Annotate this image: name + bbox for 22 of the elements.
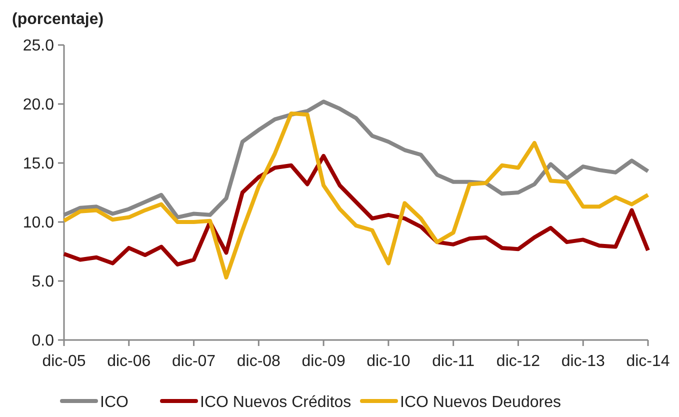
y-tick-label: 20.0 [22, 96, 54, 114]
x-tick-label: dic-10 [366, 353, 410, 370]
line-series [62, 154, 650, 266]
x-tick-label: dic-07 [172, 353, 216, 370]
x-tick-label: dic-13 [561, 353, 605, 370]
x-tick-label: dic-14 [626, 353, 670, 370]
y-tick-label: 15.0 [22, 156, 54, 173]
x-tick-label: dic-12 [496, 353, 540, 370]
chart-title: (porcentaje) [12, 11, 104, 28]
y-tick-label: 5.0 [32, 274, 54, 291]
y-tick-label: 0.0 [32, 332, 54, 350]
x-tick-label: dic-06 [107, 353, 151, 370]
legend-label: ICO [100, 394, 128, 411]
legend-label: ICO Nuevos Créditos [200, 394, 352, 411]
y-tick-label: 25.0 [22, 38, 54, 55]
line-series [62, 111, 650, 280]
x-tick-label: dic-08 [236, 353, 281, 370]
x-tick-label: dic-05 [42, 353, 86, 370]
x-tick-label: dic-09 [302, 353, 346, 370]
x-tick-label: dic-11 [432, 353, 475, 370]
y-tick-label: 10.0 [22, 214, 54, 232]
legend-label: ICO Nuevos Deudores [400, 394, 561, 411]
